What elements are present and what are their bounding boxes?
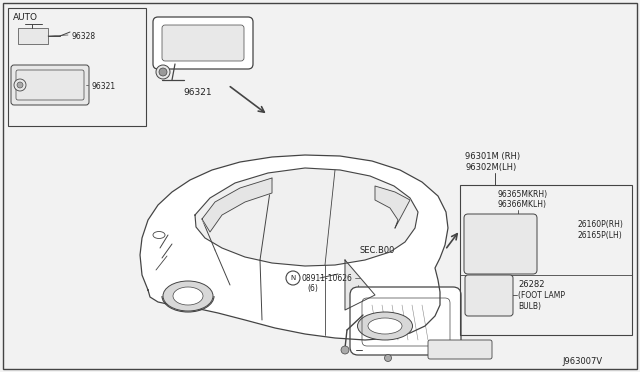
Text: N: N xyxy=(291,275,296,281)
Polygon shape xyxy=(345,260,375,310)
Text: J963007V: J963007V xyxy=(562,357,602,366)
Text: 26282: 26282 xyxy=(518,280,545,289)
Ellipse shape xyxy=(153,231,165,238)
Bar xyxy=(18,28,48,44)
FancyBboxPatch shape xyxy=(162,25,244,61)
Text: 96321: 96321 xyxy=(92,82,116,91)
Bar xyxy=(8,8,146,126)
Polygon shape xyxy=(202,178,272,232)
Circle shape xyxy=(341,346,349,354)
Polygon shape xyxy=(195,168,418,266)
Polygon shape xyxy=(140,155,448,340)
Circle shape xyxy=(156,65,170,79)
Text: BULB): BULB) xyxy=(518,302,541,311)
Circle shape xyxy=(385,355,392,362)
Polygon shape xyxy=(375,186,410,228)
Bar xyxy=(472,283,492,299)
Circle shape xyxy=(17,82,23,88)
Text: SEC.B00: SEC.B00 xyxy=(360,246,396,255)
FancyBboxPatch shape xyxy=(153,17,253,69)
Text: 96328: 96328 xyxy=(72,32,96,41)
FancyBboxPatch shape xyxy=(465,275,513,316)
Text: 96302M(LH): 96302M(LH) xyxy=(465,163,516,172)
Bar xyxy=(483,228,501,260)
Ellipse shape xyxy=(368,318,402,334)
Text: 96365MKRH): 96365MKRH) xyxy=(498,190,548,199)
FancyBboxPatch shape xyxy=(350,287,461,355)
Text: 26160P(RH): 26160P(RH) xyxy=(578,220,624,229)
Text: 96321: 96321 xyxy=(183,88,212,97)
Bar xyxy=(460,185,632,335)
Ellipse shape xyxy=(163,281,213,311)
Text: 26165P(LH): 26165P(LH) xyxy=(578,231,623,240)
Ellipse shape xyxy=(358,312,413,340)
Circle shape xyxy=(159,68,167,76)
Text: 96366MKLH): 96366MKLH) xyxy=(498,200,547,209)
Text: 08911-10626: 08911-10626 xyxy=(302,274,353,283)
Text: 96301M (RH): 96301M (RH) xyxy=(465,152,520,161)
Text: (6): (6) xyxy=(307,284,318,293)
FancyBboxPatch shape xyxy=(11,65,89,105)
FancyBboxPatch shape xyxy=(428,340,492,359)
Circle shape xyxy=(14,79,26,91)
Ellipse shape xyxy=(173,287,203,305)
Text: (FOOT LAMP: (FOOT LAMP xyxy=(518,291,565,300)
Text: AUTO: AUTO xyxy=(13,13,38,22)
FancyBboxPatch shape xyxy=(464,214,537,274)
Bar xyxy=(475,287,485,295)
Bar xyxy=(504,228,522,260)
